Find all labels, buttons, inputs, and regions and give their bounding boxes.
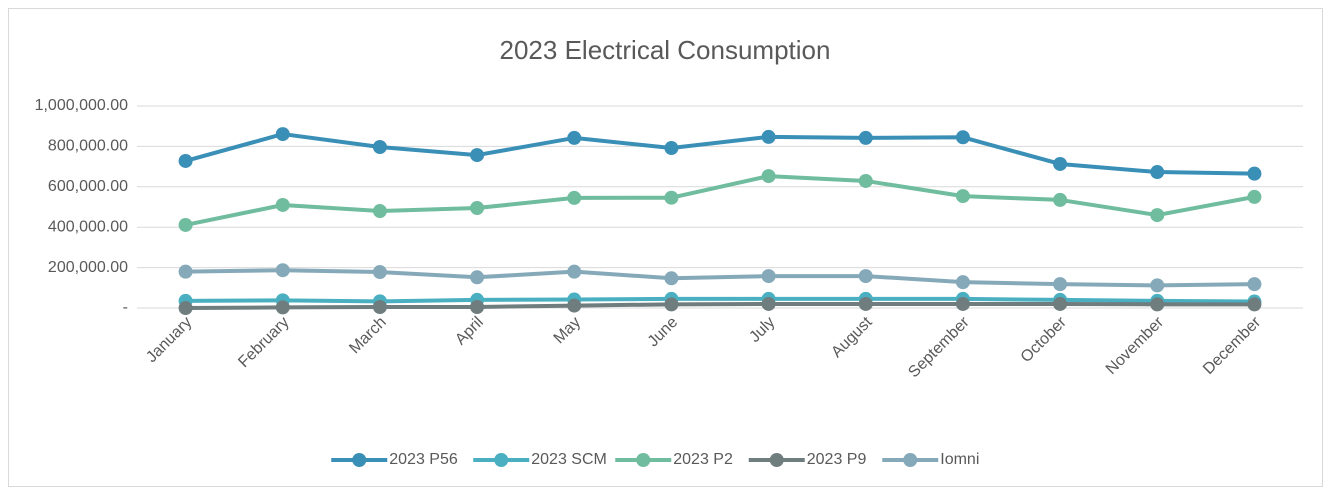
data-point [761, 269, 776, 284]
data-point [1247, 277, 1262, 292]
data-point [470, 270, 485, 285]
y-tick-label: 1,000,000.00 [35, 97, 129, 114]
data-point [858, 173, 873, 188]
data-point [955, 130, 970, 145]
data-point [1053, 192, 1068, 207]
data-point [1053, 156, 1068, 171]
data-point [372, 299, 387, 314]
data-point [1150, 278, 1165, 293]
data-point [664, 190, 679, 205]
data-point [470, 299, 485, 314]
legend-marker [352, 453, 367, 467]
data-point [372, 204, 387, 219]
data-point [664, 271, 679, 286]
series-line [185, 174, 1255, 227]
data-point [1150, 165, 1165, 180]
data-point [858, 269, 873, 284]
legend-marker [769, 453, 784, 467]
data-point [1247, 189, 1262, 204]
y-tick-label: 600,000.00 [48, 178, 128, 195]
data-point [567, 298, 582, 313]
data-point [761, 129, 776, 144]
data-point [275, 127, 290, 142]
data-point [567, 190, 582, 205]
data-point [1150, 208, 1165, 223]
series-line [185, 132, 1255, 176]
data-point [372, 265, 387, 280]
data-point [567, 264, 582, 279]
data-point [858, 296, 873, 311]
data-point [664, 141, 679, 156]
data-point [761, 296, 776, 311]
legend-marker [903, 453, 918, 467]
chart-frame [8, 8, 1323, 487]
data-point [178, 217, 193, 232]
legend-label: Iomni [940, 451, 979, 468]
data-point [761, 169, 776, 184]
legend-marker [636, 453, 651, 467]
data-point [372, 140, 387, 155]
y-tick-label: - [123, 299, 128, 316]
y-tick-label: 400,000.00 [48, 218, 128, 235]
data-point [178, 264, 193, 279]
data-point [275, 300, 290, 315]
data-point [1247, 166, 1262, 181]
legend-label: 2023 P56 [389, 451, 458, 468]
series-line [185, 296, 1255, 304]
data-point [664, 297, 679, 312]
legend-label: 2023 SCM [531, 451, 607, 468]
data-point [955, 189, 970, 204]
series-line [185, 268, 1255, 288]
data-point [470, 201, 485, 216]
y-tick-label: 200,000.00 [48, 259, 128, 276]
data-point [275, 197, 290, 212]
data-point [275, 263, 290, 278]
data-point [567, 130, 582, 145]
legend-label: 2023 P2 [673, 451, 733, 468]
data-point [470, 148, 485, 163]
data-point [1053, 277, 1068, 292]
data-point [955, 296, 970, 311]
data-point [955, 275, 970, 290]
legend-label: 2023 P9 [807, 451, 867, 468]
y-tick-label: 800,000.00 [48, 138, 128, 155]
series-line [185, 301, 1255, 310]
data-point [1150, 297, 1165, 312]
data-point [1053, 296, 1068, 311]
data-point [858, 130, 873, 145]
data-point [178, 301, 193, 315]
legend-marker [494, 453, 509, 467]
data-point [178, 153, 193, 168]
chart-title: 2023 Electrical Consumption [500, 35, 831, 65]
data-point [1247, 297, 1262, 312]
